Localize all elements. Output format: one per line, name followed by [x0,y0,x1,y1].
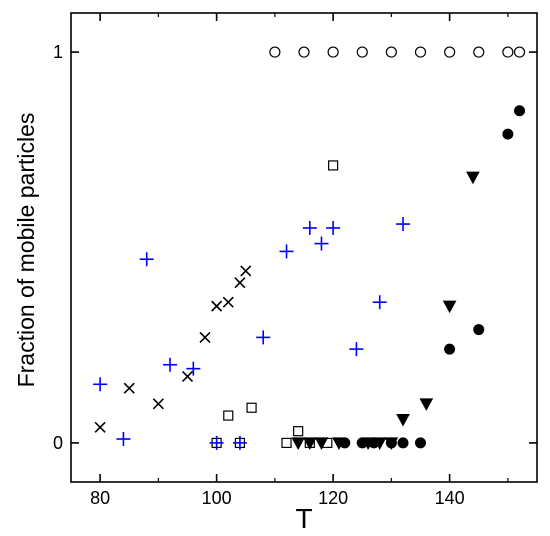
y-tick-label: 1 [53,42,63,62]
triangle-point [442,300,457,314]
plus-point [232,435,247,450]
x-point [152,398,164,410]
x-point [181,370,194,383]
plus-point [256,330,271,345]
open-circle-point [356,46,368,58]
triangle-point [466,171,480,185]
x-point [240,265,252,277]
x-stroke [123,382,135,394]
plus-point [396,217,411,232]
x-point [211,300,223,312]
plus-point [139,252,154,267]
filled-circle-point [397,437,409,449]
x-point [94,421,106,433]
plus-point [279,244,294,259]
triangle-point [396,413,410,427]
plus-point [116,432,131,447]
open-circle-point [385,46,397,58]
x-stroke [234,277,246,289]
plus-point [372,295,387,310]
open-circle-point [502,46,514,58]
plus-point [209,435,224,450]
x-stroke [222,296,234,308]
open-square-point [293,426,304,437]
filled-circle-point [444,343,456,355]
triangle-point [384,437,399,450]
open-circle-point [414,46,427,58]
open-circle-point [269,46,281,58]
open-square-point [223,410,234,421]
open-square-point [304,437,315,449]
open-circle-point [444,46,456,58]
x-tick-label: 120 [318,488,348,508]
open-circle-point [513,46,526,58]
open-circle-point [298,46,310,58]
plus-point [326,220,341,235]
filled-circle-point [473,324,485,336]
open-circle-point [473,46,485,58]
x-stroke [152,398,164,410]
x-axis-title: T [295,503,312,534]
plus-point [314,236,329,251]
plus-point [163,357,178,372]
filled-circle-point [415,437,426,449]
y-tick-label: 0 [53,433,63,453]
filled-circle-point [514,105,526,117]
open-circle-point [327,46,339,58]
plus-point [349,342,364,357]
triangle-point [419,398,434,411]
triangle-point [372,437,387,450]
x-stroke [94,421,106,433]
plus-point [186,361,201,376]
filled-circle-point [502,128,514,140]
triangle-point [361,437,375,450]
x-stroke [211,300,223,312]
x-point [234,277,246,289]
triangle-point [314,437,329,450]
plus-point [93,377,108,392]
x-tick-label: 140 [435,488,465,508]
triangle-point [291,437,306,450]
open-square-point [322,437,333,449]
data-marks [93,46,526,450]
triangle-point [332,437,346,450]
x-tick-label: 80 [90,488,110,508]
x-stroke [199,331,211,343]
x-point [123,382,135,394]
x-point [222,296,234,308]
open-square-point [328,160,339,171]
open-square-point [281,437,292,449]
x-stroke [181,370,194,383]
plus-point [302,220,317,235]
x-tick-label: 100 [202,488,232,508]
open-square-point [246,402,257,413]
x-stroke [240,265,252,277]
y-axis-title: Fraction of mobile particles [13,113,39,388]
x-point [199,331,211,343]
plot-frame [70,12,538,483]
axes: 80 100 120 140 0 1 [53,12,538,508]
